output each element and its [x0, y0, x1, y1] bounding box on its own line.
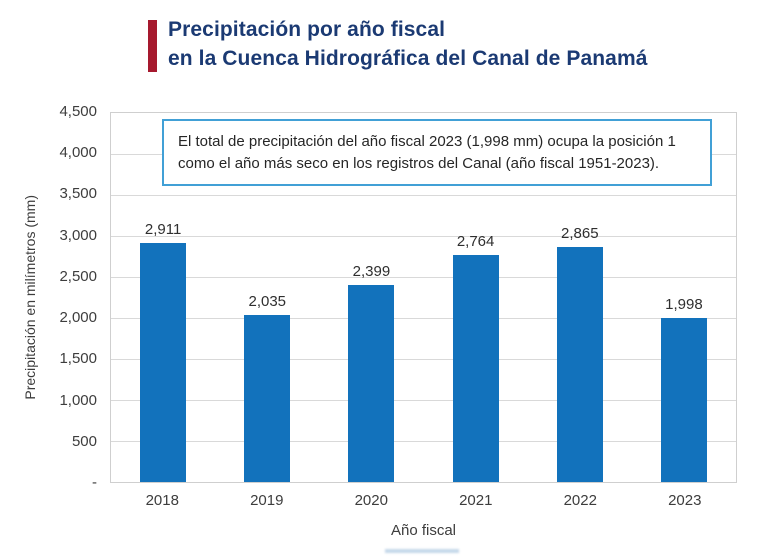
- y-tick-0: -: [92, 474, 97, 491]
- y-tick-500: 500: [71, 432, 97, 450]
- gridline-500: [111, 441, 736, 442]
- gridline-2000: [111, 318, 736, 319]
- y-tick-1500: 1,500: [59, 350, 97, 368]
- gridline-2500: [111, 276, 736, 278]
- gridline-3000: [111, 235, 736, 237]
- annotation-line1: El total de precipitación del año fiscal…: [178, 133, 676, 150]
- gridline-3500: [111, 194, 736, 196]
- bar-value-label: 2,035: [248, 293, 287, 311]
- bar-2022: [556, 247, 603, 482]
- y-tick-3000: 3,000: [59, 226, 97, 244]
- bar-group-2021: 2,764: [424, 113, 528, 482]
- bar-group-2020: 2,399: [319, 113, 423, 482]
- bar-series: 2,911 2,035 2,399 2,764 2,865 1,998: [111, 113, 736, 482]
- x-tick-2019: 2019: [250, 492, 284, 509]
- bar-2020: [348, 285, 395, 482]
- bar-group-2019: 2,035: [215, 113, 319, 482]
- x-tick-2023: 2023: [668, 492, 702, 509]
- y-tick-2000: 2,000: [59, 309, 97, 327]
- title-accent-bar: [148, 20, 157, 72]
- annotation-line2: como el año más seco en los registros de…: [178, 155, 660, 172]
- gridline-1500: [111, 359, 736, 360]
- bar-value-label: 2,764: [456, 233, 495, 251]
- bar-group-2023: 1,998: [632, 113, 736, 482]
- x-tick-2020: 2020: [354, 492, 388, 509]
- x-axis-ticks: 2018 2019 2020 2021 2022 2023: [110, 492, 737, 509]
- y-axis-ticks: 4,500 4,000 3,500 3,000 2,500 2,000 1,50…: [0, 103, 97, 491]
- chart-title-line1: Precipitación por año fiscal: [168, 18, 446, 41]
- y-tick-2500: 2,500: [59, 267, 97, 285]
- bar-value-label: 1,998: [665, 296, 703, 314]
- x-tick-2021: 2021: [459, 492, 493, 509]
- y-tick-4500: 4,500: [59, 103, 97, 120]
- x-tick-2018: 2018: [145, 492, 179, 509]
- chart-title: Precipitación por año fiscal en la Cuenc…: [168, 15, 648, 73]
- bar-group-2022: 2,865: [528, 113, 632, 482]
- y-tick-1000: 1,000: [59, 391, 97, 409]
- cropped-bottom-artifact: [385, 549, 459, 553]
- bar-2023: [660, 318, 707, 482]
- bar-value-label: 2,911: [144, 221, 182, 239]
- chart-title-line2: en la Cuenca Hidrográfica del Canal de P…: [168, 47, 648, 70]
- bar-value-label: 2,865: [561, 225, 599, 243]
- y-tick-4000: 4,000: [59, 144, 97, 162]
- annotation-box: El total de precipitación del año fiscal…: [162, 119, 712, 186]
- bar-2018: [140, 243, 187, 482]
- x-tick-2022: 2022: [563, 492, 597, 509]
- gridline-1000: [111, 400, 736, 401]
- bar-group-2018: 2,911: [111, 113, 215, 482]
- x-axis-title: Año fiscal: [390, 522, 457, 539]
- bar-2019: [244, 315, 291, 482]
- bar-2021: [452, 255, 499, 482]
- bar-value-label: 2,399: [352, 263, 391, 281]
- y-tick-3500: 3,500: [59, 185, 97, 203]
